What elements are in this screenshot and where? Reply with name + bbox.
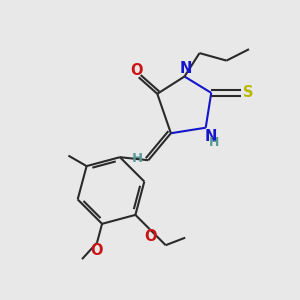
- Text: N: N: [180, 61, 192, 76]
- Text: O: O: [90, 243, 102, 258]
- Text: O: O: [144, 229, 156, 244]
- Text: N: N: [205, 129, 217, 144]
- Text: H: H: [131, 152, 142, 165]
- Text: S: S: [243, 85, 253, 100]
- Text: O: O: [130, 63, 143, 78]
- Text: H: H: [209, 136, 219, 149]
